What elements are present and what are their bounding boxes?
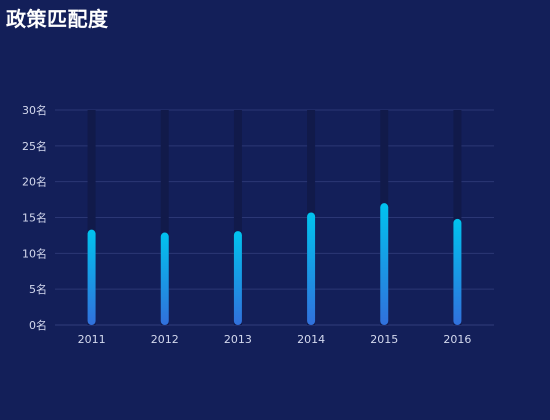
x-tick-label: 2011 xyxy=(78,333,106,346)
x-axis-ticks: 2011 2012 2013 2014 2015 2016 xyxy=(78,333,472,346)
x-tick-label: 2013 xyxy=(224,333,252,346)
bar-2011[interactable] xyxy=(87,229,96,325)
bar-track xyxy=(87,110,96,325)
bar-2013[interactable] xyxy=(233,231,242,325)
y-axis-ticks: 0名 5名 10名 15名 20名 25名 30名 xyxy=(22,103,47,332)
y-tick-label: 20名 xyxy=(22,175,47,189)
bar-track xyxy=(160,110,169,325)
x-tick-label: 2014 xyxy=(297,333,325,346)
y-tick-label: 15名 xyxy=(22,211,47,225)
x-tick-label: 2015 xyxy=(370,333,398,346)
y-tick-label: 30名 xyxy=(22,103,47,117)
bar-track xyxy=(233,110,242,325)
bar-series xyxy=(87,203,462,325)
x-tick-label: 2012 xyxy=(151,333,179,346)
y-tick-label: 10名 xyxy=(22,246,47,260)
y-tick-label: 25名 xyxy=(22,139,47,153)
bar-2012[interactable] xyxy=(160,232,169,325)
bar-2014[interactable] xyxy=(307,212,316,325)
bar-track xyxy=(453,110,462,325)
panel-title: 政策匹配度 xyxy=(6,7,109,31)
bar-2016[interactable] xyxy=(453,218,462,325)
bar-2015[interactable] xyxy=(380,203,389,325)
y-tick-label: 5名 xyxy=(29,282,47,296)
x-tick-label: 2016 xyxy=(443,333,471,346)
y-tick-label: 0名 xyxy=(29,318,47,332)
grid-lines xyxy=(55,109,494,326)
